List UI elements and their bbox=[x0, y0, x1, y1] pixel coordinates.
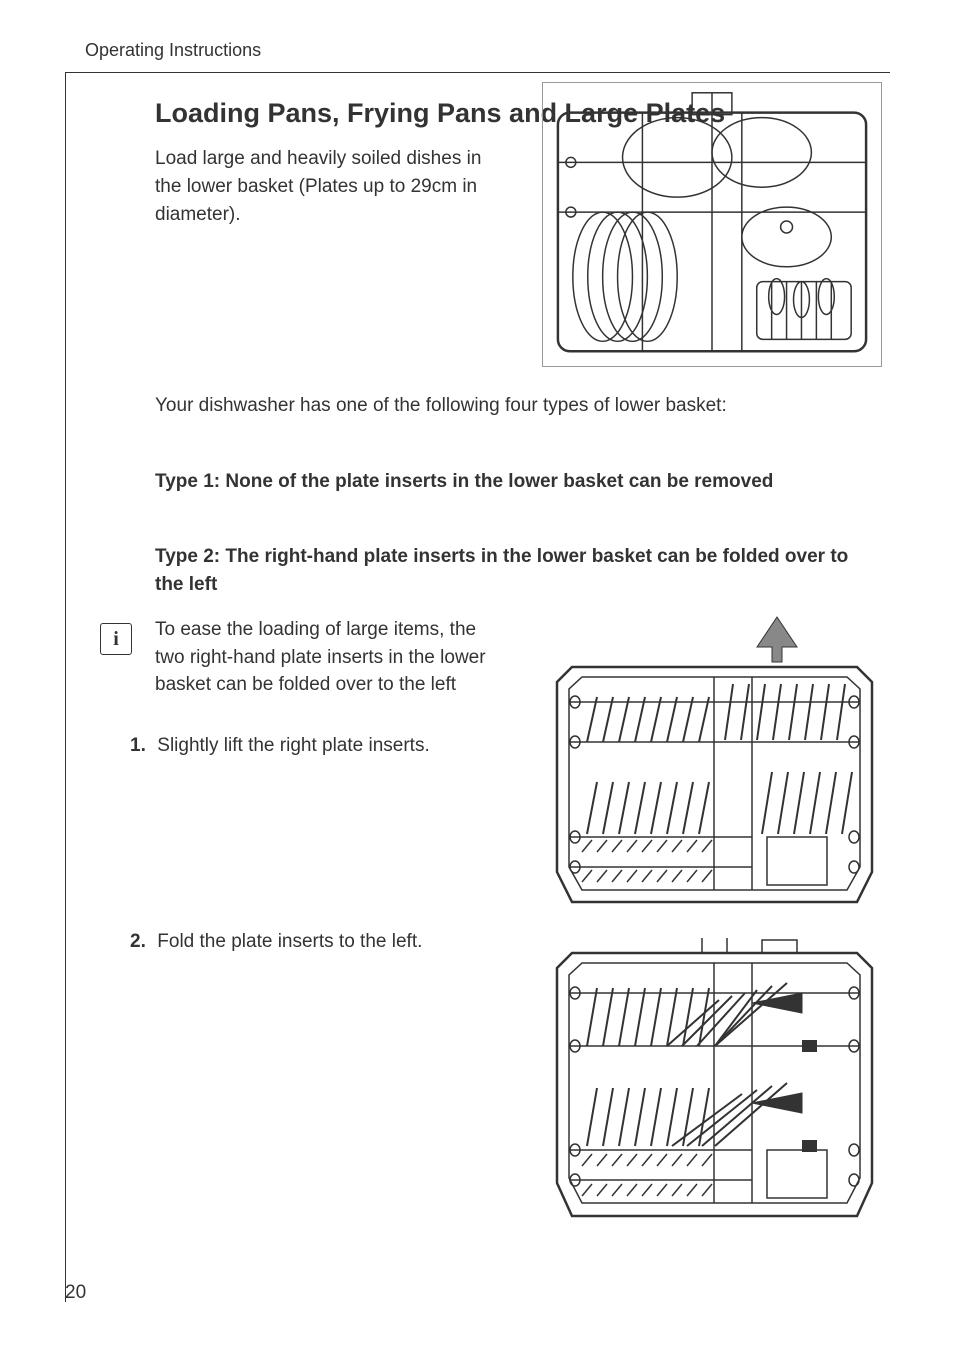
vertical-rule bbox=[65, 72, 66, 1302]
info-icon: i bbox=[100, 623, 132, 655]
step-2: 2. Fold the plate inserts to the left. bbox=[130, 928, 422, 956]
figure-lift-inserts bbox=[547, 612, 882, 917]
intro-paragraph: Load large and heavily soiled dishes in … bbox=[155, 145, 505, 228]
step-1-number: 1. bbox=[130, 732, 152, 760]
page-number: 20 bbox=[65, 1282, 86, 1304]
info-icon-glyph: i bbox=[113, 628, 119, 651]
step-2-text: Fold the plate inserts to the left. bbox=[157, 931, 422, 952]
info-paragraph: To ease the loading of large items, the … bbox=[155, 616, 510, 699]
basket-intro: Your dishwasher has one of the following… bbox=[155, 392, 855, 420]
info-text: To ease the loading of large items, the … bbox=[155, 616, 510, 699]
step-1-text: Slightly lift the right plate inserts. bbox=[157, 735, 429, 756]
figure-loaded-basket bbox=[542, 82, 882, 367]
figure-fold-inserts bbox=[547, 928, 882, 1228]
step-1: 1. Slightly lift the right plate inserts… bbox=[130, 732, 430, 760]
type-2-heading: Type 2: The right-hand plate inserts in … bbox=[155, 543, 855, 598]
type-1-heading: Type 1: None of the plate inserts in the… bbox=[155, 468, 855, 496]
basket-types-block: Your dishwasher has one of the following… bbox=[155, 392, 855, 598]
header-rule bbox=[65, 72, 890, 73]
step-2-number: 2. bbox=[130, 928, 152, 956]
page-header: Operating Instructions bbox=[85, 40, 261, 61]
